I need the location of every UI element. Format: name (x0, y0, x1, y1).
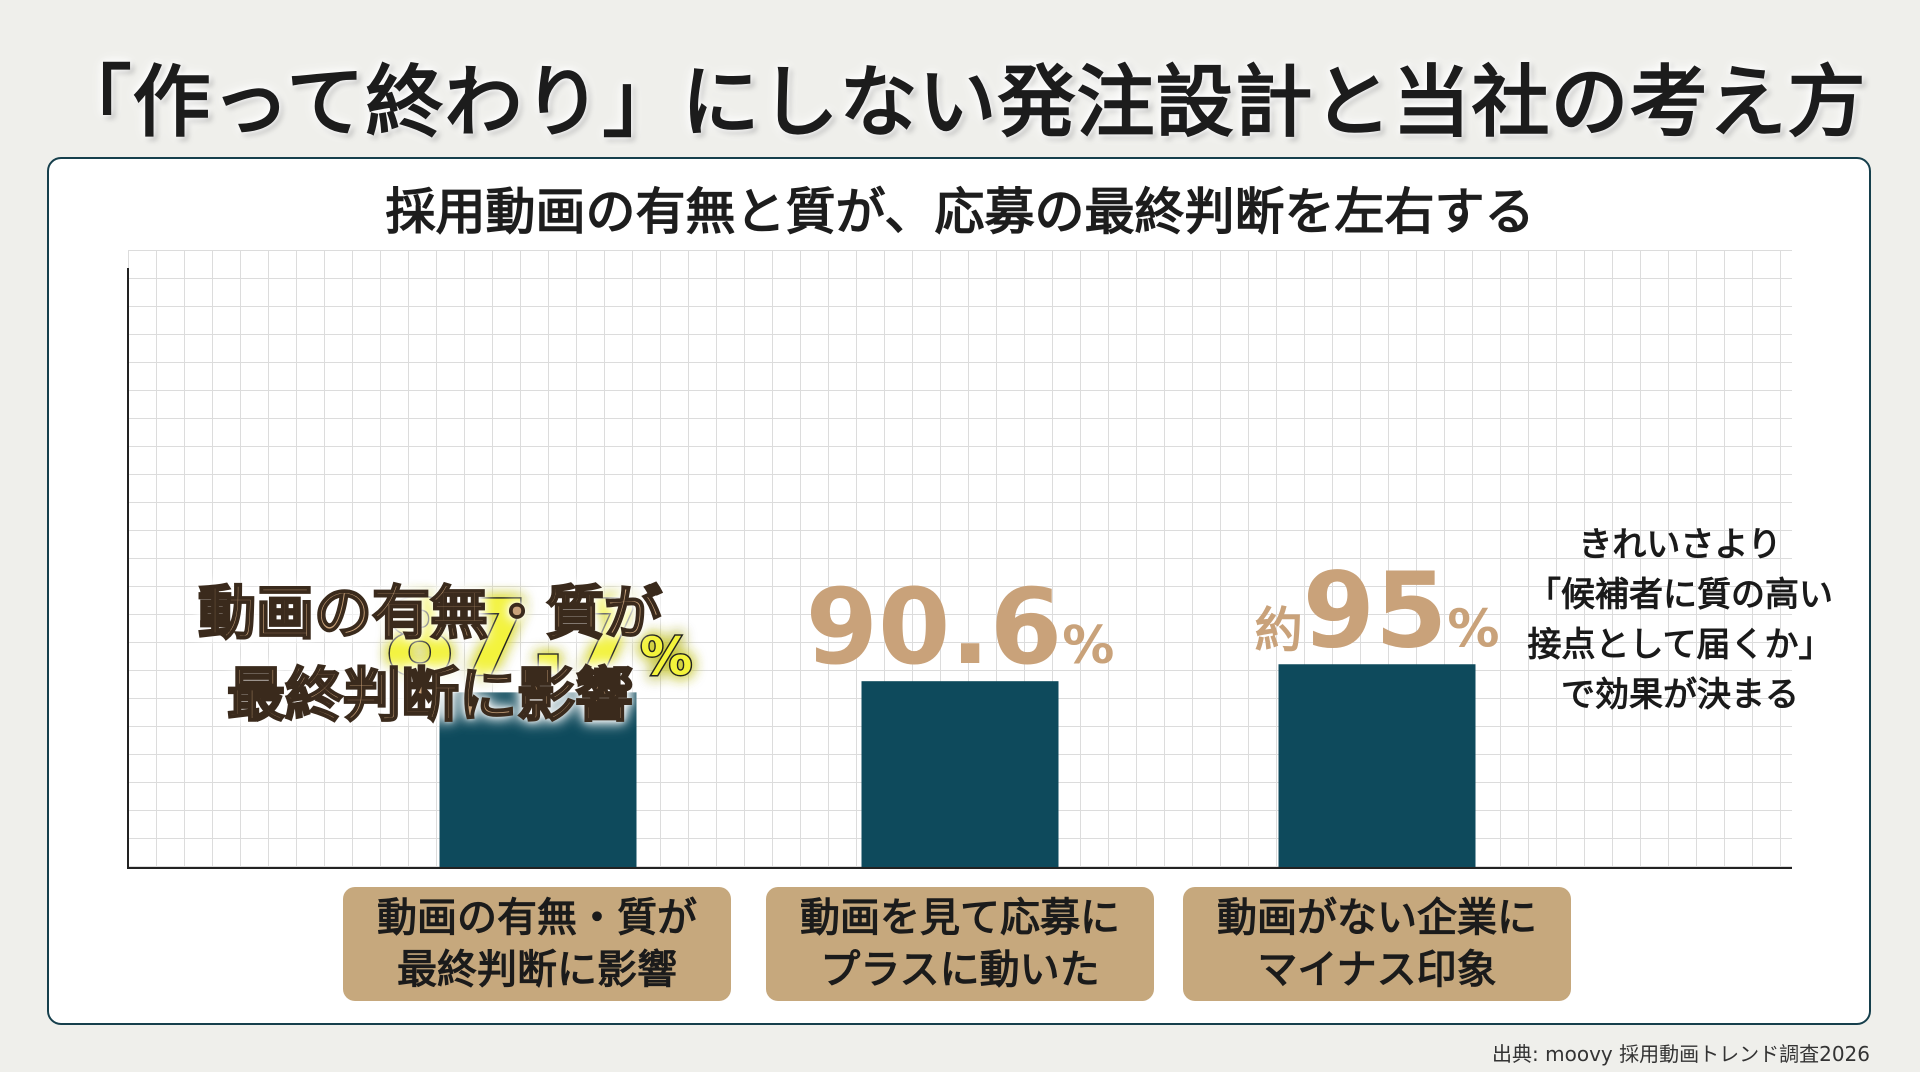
bar (439, 692, 637, 867)
category-label-line: マイナス印象 (1257, 947, 1497, 993)
chart-title: 採用動画の有無と質が、応募の最終判断を左右する (385, 183, 1535, 241)
category-label-line: 最終判断に影響 (397, 947, 677, 993)
side-note-line: で効果が決まる (1561, 675, 1799, 715)
chart-overlay-caption: 動画の有無・質が 最終判断に影響 (150, 572, 710, 736)
page-title: 「作って終わり」にしない発注設計と当社の考え方 (53, 58, 1867, 148)
category-label-line: プラスに動いた (820, 947, 1100, 993)
category-label: 動画がない企業に マイナス印象 (1183, 887, 1571, 1001)
category-label-line: 動画の有無・質が (377, 895, 697, 941)
overlay-line: 動画の有無・質が (197, 578, 663, 648)
value-label: 約95% (1255, 549, 1500, 671)
y-axis-line (127, 268, 129, 868)
x-axis-line (127, 867, 1792, 869)
overlay-line: 最終判断に影響 (226, 660, 634, 730)
bar (861, 681, 1059, 867)
side-note-line: きれいさより (1578, 525, 1782, 565)
side-note-line: 接点として届くか」 (1527, 625, 1833, 665)
chart-grid (128, 250, 1792, 868)
category-label-line: 動画を見て応募に (800, 895, 1120, 941)
category-label-line: 動画がない企業に (1217, 895, 1537, 941)
value-label: 87.7% (384, 577, 693, 699)
source-note: 出典: moovy 採用動画トレンド調査2026 (1492, 1042, 1870, 1066)
category-label: 動画の有無・質が 最終判断に影響 (343, 887, 731, 1001)
value-label: 90.6% (806, 566, 1115, 688)
side-note: きれいさより 「候補者に質の高い 接点として届くか」 で効果が決まる (1520, 520, 1840, 720)
bar (1278, 664, 1476, 867)
category-label: 動画を見て応募に プラスに動いた (766, 887, 1154, 1001)
side-note-line: 「候補者に質の高い (1527, 575, 1833, 615)
